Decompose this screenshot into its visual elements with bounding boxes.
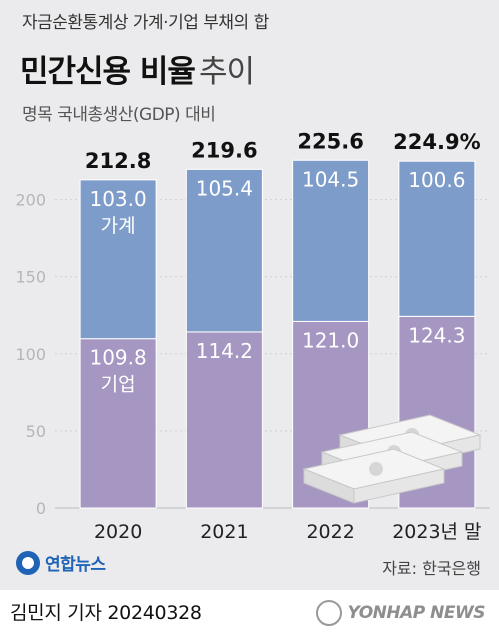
bar-segment	[185, 168, 263, 333]
stacked-bar-chart: 0 50 100 150 200 109.8 기업 103.0 가계 212.8 2020 114.…	[15, 130, 490, 543]
yonhap-logo: 연합뉴스	[16, 550, 106, 575]
title-bold: 민간신용 비율	[20, 54, 196, 90]
bar-segment	[185, 331, 263, 509]
bar-segment	[292, 159, 370, 322]
x-tick-label: 2022	[306, 521, 354, 543]
segment-value-label: 100.6	[408, 168, 465, 192]
total-value-label: 225.6	[297, 130, 363, 153]
bar-segment	[398, 160, 476, 317]
x-tick-label: 2021	[200, 521, 248, 543]
y-tick-label: 200	[15, 191, 46, 210]
grid-layer: 0 50 100 150 200	[15, 191, 490, 518]
bar-segment	[79, 179, 157, 340]
segment-value-label: 121.0	[302, 328, 359, 352]
logo-text: 연합뉴스	[45, 555, 106, 575]
agency-logo-icon	[315, 600, 342, 626]
top-note: 자금순환통계상 가계·기업 부채의 합	[22, 13, 269, 33]
segment-value-label: 114.2	[196, 339, 253, 363]
x-tick-label: 2023년 말	[392, 521, 481, 543]
y-tick-label: 100	[15, 345, 46, 364]
agency-watermark: YONHAP NEWS	[315, 600, 486, 626]
title-light: 추이	[199, 54, 255, 90]
chart-title: 민간신용 비율 추이	[20, 46, 255, 91]
segment-value-label: 105.4	[196, 176, 253, 200]
reporter-credit: 김민지 기자 20240328	[10, 602, 202, 624]
y-tick-label: 0	[36, 499, 46, 518]
source-note: 자료: 한국은행	[382, 559, 481, 578]
money-stack-illustration	[302, 414, 482, 504]
segment-value-label: 124.3	[408, 323, 465, 347]
series-name-label: 가계	[101, 215, 136, 237]
yonhap-logo-icon	[16, 550, 40, 575]
bar-segment	[79, 338, 157, 509]
total-value-label: 224.9%	[393, 130, 480, 154]
label-layer: 109.8 기업 103.0 가계 212.8 2020 114.2 105.4 219.6 20…	[85, 130, 482, 543]
y-tick-label: 150	[15, 268, 46, 287]
agency-text: YONHAP NEWS	[347, 603, 486, 623]
segment-value-label: 104.5	[302, 167, 359, 191]
total-value-label: 212.8	[85, 149, 151, 173]
footer-bar	[0, 590, 499, 639]
bar-layer	[79, 159, 476, 509]
segment-value-label: 103.0	[89, 187, 146, 211]
chart-subtitle: 명목 국내총생산(GDP) 대비	[22, 105, 216, 125]
series-name-label: 기업	[101, 374, 136, 396]
y-tick-label: 50	[26, 422, 46, 441]
x-tick-label: 2020	[94, 521, 142, 543]
segment-value-label: 109.8	[89, 346, 146, 370]
total-value-label: 219.6	[191, 138, 257, 162]
